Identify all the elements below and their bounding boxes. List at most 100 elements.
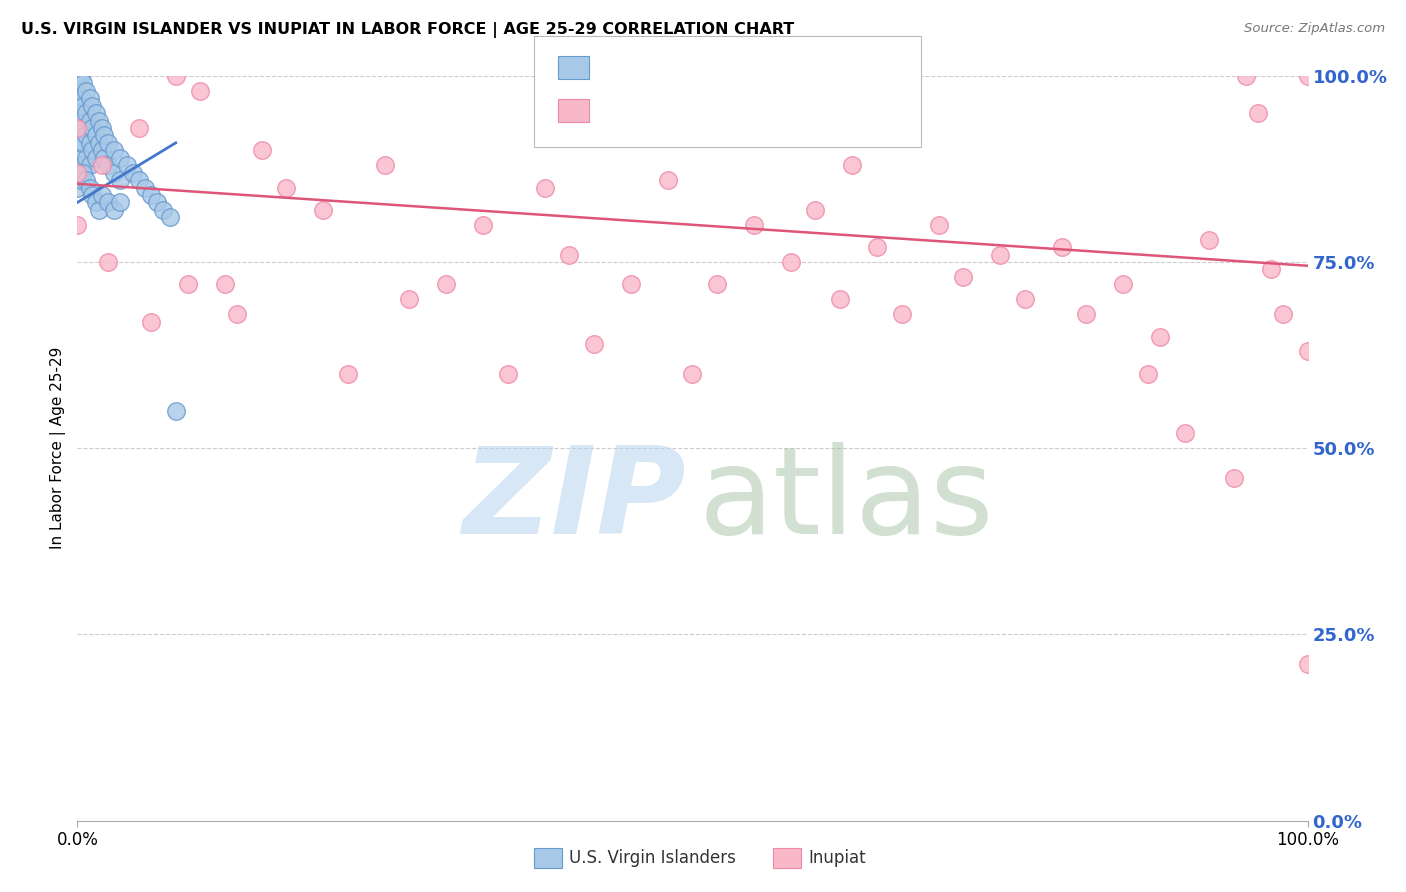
Point bbox=[110, 151, 132, 165]
Point bbox=[780, 255, 803, 269]
Point bbox=[110, 173, 132, 187]
Point bbox=[1234, 69, 1257, 83]
Point bbox=[188, 84, 212, 98]
Point bbox=[93, 151, 115, 165]
Point bbox=[90, 120, 114, 135]
Point bbox=[1136, 367, 1159, 381]
Point bbox=[72, 98, 94, 112]
Point bbox=[70, 106, 93, 120]
Point bbox=[1198, 233, 1220, 247]
Point bbox=[952, 269, 974, 284]
Point bbox=[830, 293, 852, 307]
Point bbox=[84, 195, 107, 210]
Point bbox=[93, 128, 115, 143]
Point bbox=[79, 113, 101, 128]
Point bbox=[66, 69, 89, 83]
Point bbox=[620, 277, 643, 292]
Point bbox=[706, 277, 728, 292]
Point bbox=[66, 69, 89, 83]
Point bbox=[84, 151, 107, 165]
Point bbox=[82, 98, 104, 112]
Point bbox=[1296, 69, 1319, 83]
Point bbox=[682, 367, 704, 381]
Text: Source: ZipAtlas.com: Source: ZipAtlas.com bbox=[1244, 22, 1385, 36]
Point bbox=[177, 277, 200, 292]
Point bbox=[75, 151, 97, 165]
Point bbox=[90, 143, 114, 157]
Text: atlas: atlas bbox=[699, 442, 994, 559]
Text: N = 72: N = 72 bbox=[759, 58, 827, 76]
Point bbox=[1174, 426, 1197, 441]
Point bbox=[89, 202, 111, 217]
Point bbox=[534, 180, 557, 194]
Text: Inupiat: Inupiat bbox=[808, 849, 866, 867]
Point bbox=[72, 76, 94, 90]
Point bbox=[583, 337, 606, 351]
Point bbox=[70, 151, 93, 165]
Point bbox=[82, 188, 104, 202]
Point bbox=[141, 315, 163, 329]
Point bbox=[558, 247, 581, 261]
Point bbox=[75, 173, 97, 187]
Point bbox=[79, 158, 101, 172]
Point bbox=[84, 106, 107, 120]
Point bbox=[97, 158, 120, 172]
Point bbox=[97, 136, 120, 150]
Point bbox=[1014, 293, 1036, 307]
Point bbox=[79, 180, 101, 194]
Point bbox=[1272, 307, 1295, 321]
Point bbox=[90, 158, 114, 172]
Point bbox=[66, 69, 89, 83]
Point bbox=[134, 180, 156, 194]
Point bbox=[165, 404, 187, 418]
Point bbox=[79, 136, 101, 150]
Point bbox=[1260, 262, 1282, 277]
Point bbox=[90, 188, 114, 202]
Point bbox=[398, 293, 420, 307]
Point bbox=[75, 84, 97, 98]
Point bbox=[804, 202, 827, 217]
Point bbox=[70, 173, 93, 187]
Point bbox=[128, 173, 150, 187]
Point bbox=[84, 128, 107, 143]
Point bbox=[89, 113, 111, 128]
Point bbox=[146, 195, 169, 210]
Point bbox=[1050, 240, 1073, 254]
Point bbox=[97, 195, 120, 210]
Point bbox=[66, 69, 89, 83]
Point bbox=[1247, 106, 1270, 120]
Point bbox=[66, 180, 89, 194]
Point bbox=[1149, 329, 1171, 343]
Point bbox=[72, 120, 94, 135]
Point bbox=[159, 211, 181, 225]
Point bbox=[374, 158, 396, 172]
Point bbox=[657, 173, 679, 187]
Point bbox=[1223, 471, 1246, 485]
Point bbox=[70, 120, 93, 135]
Point bbox=[72, 158, 94, 172]
Point bbox=[66, 218, 89, 232]
Point bbox=[866, 240, 889, 254]
Point bbox=[436, 277, 458, 292]
Point bbox=[103, 166, 125, 180]
Point bbox=[1296, 344, 1319, 359]
Point bbox=[928, 218, 950, 232]
Point bbox=[890, 307, 912, 321]
Point bbox=[103, 143, 125, 157]
Point bbox=[496, 367, 519, 381]
Point bbox=[337, 367, 360, 381]
Point bbox=[165, 69, 187, 83]
Point bbox=[66, 69, 89, 83]
Point bbox=[70, 136, 93, 150]
Point bbox=[70, 69, 93, 83]
Point bbox=[66, 69, 89, 83]
Text: R =  0.349: R = 0.349 bbox=[598, 58, 706, 76]
Point bbox=[66, 166, 89, 180]
Point bbox=[66, 69, 89, 83]
Point bbox=[75, 128, 97, 143]
Point bbox=[742, 218, 765, 232]
Point bbox=[75, 106, 97, 120]
Y-axis label: In Labor Force | Age 25-29: In Labor Force | Age 25-29 bbox=[51, 347, 66, 549]
Point bbox=[70, 91, 93, 105]
Point bbox=[66, 69, 89, 83]
